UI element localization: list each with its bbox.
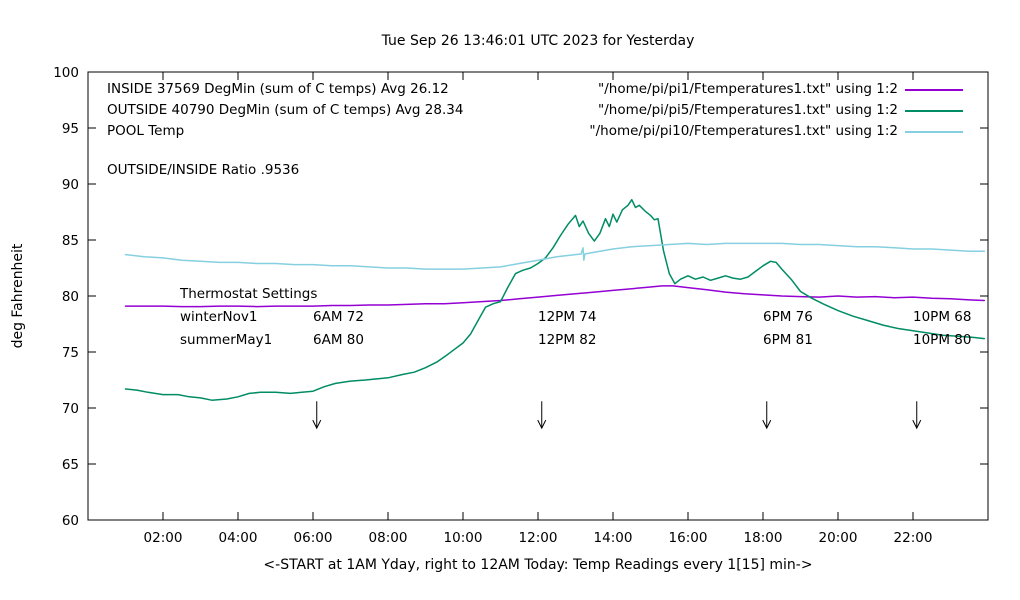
legend-line-sample-inside xyxy=(905,89,963,91)
x-tick-label: 20:00 xyxy=(819,530,858,546)
thermostat-setting: 10PM 80 xyxy=(913,332,972,348)
x-tick-label: 10:00 xyxy=(444,530,483,546)
x-tick-label: 12:00 xyxy=(519,530,558,546)
legend-label-inside: INSIDE 37569 DegMin (sum of C temps) Avg… xyxy=(107,81,449,97)
x-tick-label: 08:00 xyxy=(369,530,408,546)
x-tick-label: 14:00 xyxy=(594,530,633,546)
legend-row-pool: POOL Temp "/home/pi/pi10/Ftemperatures1.… xyxy=(0,123,1020,143)
series-pool-line xyxy=(124,242,986,270)
legend-row-outside: OUTSIDE 40790 DegMin (sum of C temps) Av… xyxy=(0,102,1020,122)
thermostat-row-name: winterNov1 xyxy=(180,309,258,325)
ratio-note: OUTSIDE/INSIDE Ratio .9536 xyxy=(107,162,300,178)
thermostat-setting: 6AM 80 xyxy=(313,332,364,348)
setpoint-arrowhead xyxy=(762,419,772,430)
legend-line-sample-outside xyxy=(905,110,963,112)
x-tick-label: 06:00 xyxy=(294,530,333,546)
x-tick-label: 22:00 xyxy=(894,530,933,546)
y-tick-label: 70 xyxy=(62,401,79,417)
thermostat-row-winter: winterNov1 6AM 72 12PM 74 6PM 76 10PM 68 xyxy=(0,309,1020,327)
thermostat-row-summer: summerMay1 6AM 80 12PM 82 6PM 81 10PM 80 xyxy=(0,332,1020,350)
setpoint-arrowhead xyxy=(537,419,547,430)
series-outside-line xyxy=(124,198,986,401)
setpoint-arrowhead xyxy=(312,419,322,430)
thermostat-setting: 12PM 74 xyxy=(538,309,597,325)
x-tick-label: 02:00 xyxy=(144,530,183,546)
legend-line-sample-pool xyxy=(905,131,963,133)
thermostat-setting: 12PM 82 xyxy=(538,332,597,348)
thermostat-row-name: summerMay1 xyxy=(180,332,273,348)
series-inside-line xyxy=(124,285,986,308)
x-tick-label: 18:00 xyxy=(744,530,783,546)
x-axis-label: <-START at 1AM Yday, right to 12AM Today… xyxy=(263,557,813,573)
thermostat-setting: 6PM 76 xyxy=(763,309,813,325)
y-tick-label: 100 xyxy=(53,65,79,81)
setpoint-arrowhead xyxy=(912,419,922,430)
thermostat-heading: Thermostat Settings xyxy=(180,286,318,302)
thermostat-setting: 6PM 81 xyxy=(763,332,813,348)
legend-label-outside: OUTSIDE 40790 DegMin (sum of C temps) Av… xyxy=(107,102,464,118)
y-tick-label: 80 xyxy=(62,289,79,305)
legend-label-pool: POOL Temp xyxy=(107,123,185,139)
x-tick-label: 04:00 xyxy=(219,530,258,546)
y-tick-label: 90 xyxy=(62,177,79,193)
chart-title: Tue Sep 26 13:46:01 UTC 2023 for Yesterd… xyxy=(381,33,695,49)
thermostat-setting: 6AM 72 xyxy=(313,309,364,325)
y-tick-label: 95 xyxy=(62,121,79,137)
y-tick-label: 75 xyxy=(62,345,79,361)
legend-row-inside: INSIDE 37569 DegMin (sum of C temps) Avg… xyxy=(0,81,1020,101)
legend-file-inside: "/home/pi/pi1/Ftemperatures1.txt" using … xyxy=(598,81,898,97)
y-tick-label: 60 xyxy=(62,513,79,529)
y-tick-label: 65 xyxy=(62,457,79,473)
thermostat-setting: 10PM 68 xyxy=(913,309,972,325)
x-tick-label: 16:00 xyxy=(669,530,708,546)
legend-file-pool: "/home/pi/pi10/Ftemperatures1.txt" using… xyxy=(589,123,898,139)
y-tick-label: 85 xyxy=(62,233,79,249)
legend-file-outside: "/home/pi/pi5/Ftemperatures1.txt" using … xyxy=(598,102,898,118)
